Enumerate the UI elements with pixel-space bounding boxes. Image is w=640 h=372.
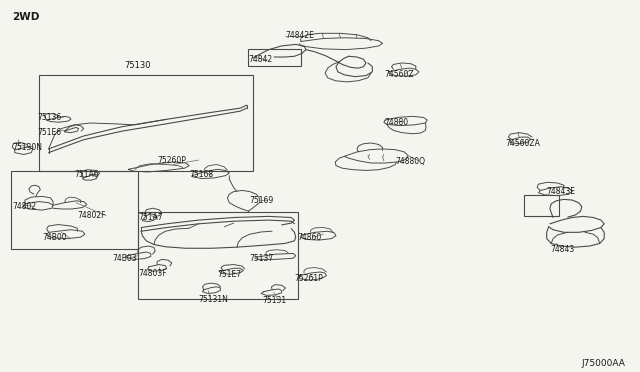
Text: 75130N: 75130N: [12, 142, 42, 151]
Text: 74B00: 74B00: [42, 233, 67, 243]
Bar: [39, 75, 253, 171]
Text: 74842E: 74842E: [285, 31, 314, 41]
Text: J75000AA: J75000AA: [581, 359, 625, 368]
Text: 74B03: 74B03: [113, 254, 137, 263]
Text: 74843: 74843: [550, 244, 574, 253]
Text: 74802F: 74802F: [77, 211, 106, 220]
Bar: [248, 49, 301, 65]
Text: 75168: 75168: [189, 170, 213, 179]
Text: 74860: 74860: [298, 233, 322, 243]
Text: 75131: 75131: [262, 296, 287, 305]
Text: 75130: 75130: [125, 61, 151, 70]
Text: 75137: 75137: [250, 254, 274, 263]
Bar: [11, 171, 138, 249]
Text: 751E6: 751E6: [38, 128, 62, 137]
Text: 75169: 75169: [250, 196, 274, 205]
Text: 74880Q: 74880Q: [396, 157, 426, 166]
Text: 75136: 75136: [38, 113, 62, 122]
Text: 751E7: 751E7: [218, 270, 242, 279]
Text: 74560ZA: 74560ZA: [505, 139, 540, 148]
Text: 751A7: 751A7: [138, 213, 163, 222]
Text: 74843E: 74843E: [547, 187, 576, 196]
Text: 74802: 74802: [12, 202, 36, 211]
Text: 75261P: 75261P: [294, 274, 323, 283]
Text: 75131N: 75131N: [198, 295, 228, 304]
Text: 74803F: 74803F: [138, 269, 166, 278]
Text: 75260P: 75260P: [157, 155, 186, 164]
Text: 74880: 74880: [384, 119, 408, 128]
Bar: [138, 212, 298, 299]
Bar: [524, 195, 559, 216]
Text: 74560Z: 74560Z: [384, 70, 413, 79]
Text: 74842: 74842: [248, 55, 273, 64]
Text: 2WD: 2WD: [12, 12, 40, 22]
Text: 751A6: 751A6: [74, 170, 99, 179]
